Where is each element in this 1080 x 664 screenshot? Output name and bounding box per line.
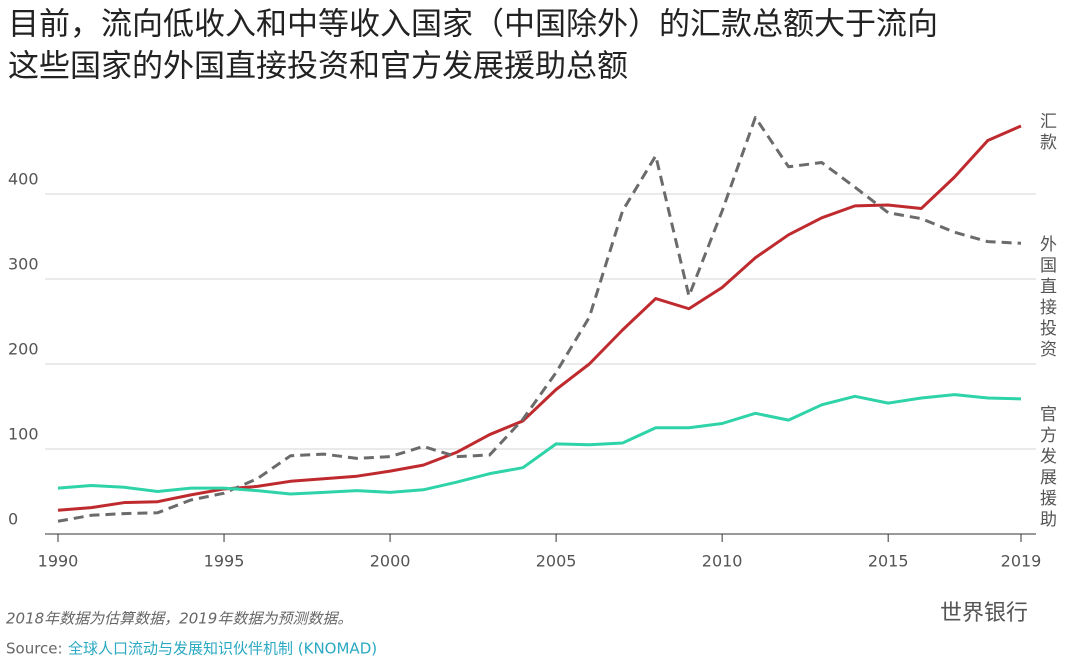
- x-tick-label: 2015: [868, 552, 909, 571]
- y-tick-label: 400: [8, 170, 39, 189]
- source-label: Source:: [6, 640, 63, 658]
- series-line: [57, 124, 1022, 512]
- series-line: [57, 116, 1022, 523]
- series-label: 汇款: [1036, 112, 1057, 154]
- x-tick-label: 2000: [370, 552, 411, 571]
- series-label: 外国直接投资: [1036, 235, 1057, 361]
- y-tick-label: 300: [8, 255, 39, 274]
- x-tick-label: 1995: [204, 552, 245, 571]
- note: 2018年数据为估算数据，2019年数据为预测数据。: [6, 610, 352, 628]
- y-tick-label: 200: [8, 340, 39, 359]
- y-tick-label: 0: [8, 510, 18, 529]
- chart-title: 这些国家的外国直接投资和官方发展援助总额: [8, 49, 628, 85]
- x-tick-label: 2005: [536, 552, 577, 571]
- series-label: 官方发展援助: [1036, 405, 1057, 531]
- x-tick-label: 2010: [702, 552, 743, 571]
- series-line: [57, 393, 1022, 496]
- watermark: 世界银行: [940, 601, 1028, 626]
- x-tick-label: 2019: [1001, 552, 1042, 571]
- chart-title: 目前，流向低收入和中等收入国家（中国除外）的汇款总额大于流向: [8, 7, 938, 43]
- x-tick-label: 1990: [38, 552, 79, 571]
- source-link[interactable]: 全球人口流动与发展知识伙伴机制 (KNOMAD): [68, 640, 377, 658]
- y-tick-label: 100: [8, 425, 39, 444]
